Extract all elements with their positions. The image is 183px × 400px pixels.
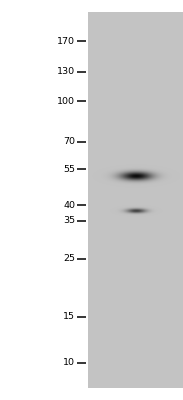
Text: 170: 170 [57,37,75,46]
Text: 130: 130 [57,67,75,76]
Text: 55: 55 [63,165,75,174]
Text: 35: 35 [63,216,75,225]
Text: 100: 100 [57,97,75,106]
Text: 15: 15 [63,312,75,321]
Text: 10: 10 [63,358,75,367]
Text: 40: 40 [63,201,75,210]
Text: 25: 25 [63,254,75,263]
Text: 70: 70 [63,138,75,146]
